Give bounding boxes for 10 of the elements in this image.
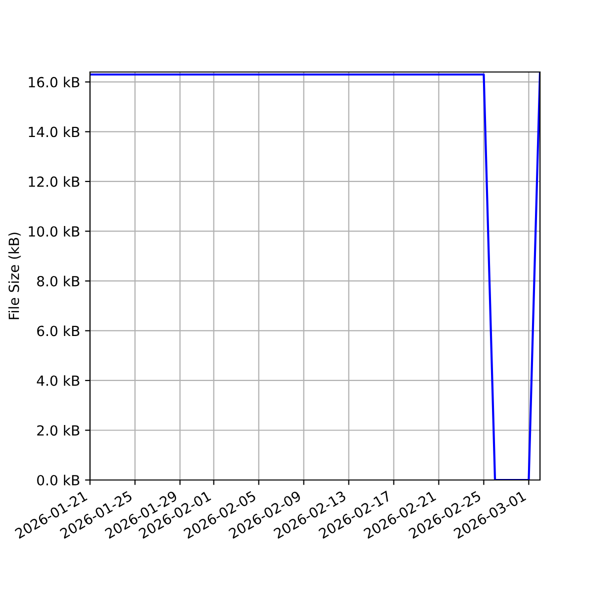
y-tick-label: 6.0 kB [37,325,80,336]
y-tick-label: 14.0 kB [28,126,80,138]
y-tick-label: 0.0 kB [37,474,80,486]
y-tick-label: 12.0 kB [28,176,80,187]
y-tick-label: 4.0 kB [36,375,80,386]
y-tick-label: 8.0 kB [37,276,80,286]
y-tick-label: 10.0 kB [28,226,80,237]
y-axis-title: File Size (kB) [8,232,21,320]
y-tick-label: 2.0 kB [37,424,80,436]
y-tick-label: 16.0 kB [28,76,80,88]
